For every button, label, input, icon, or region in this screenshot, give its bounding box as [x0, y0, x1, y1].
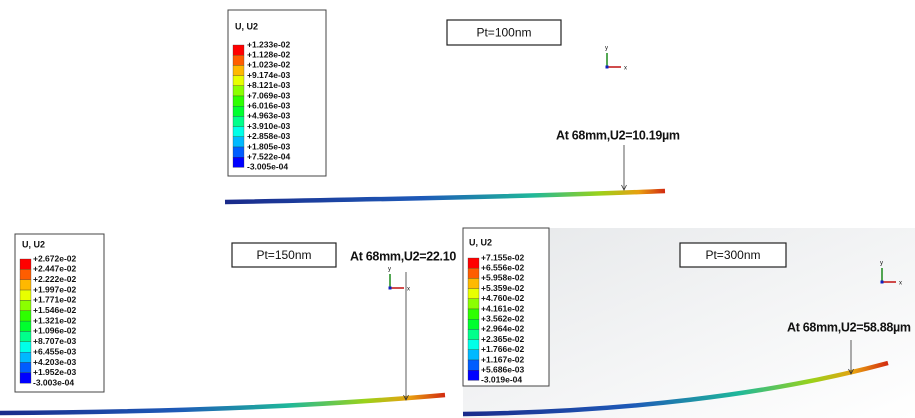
legend-value: +1.771e-02 — [33, 295, 77, 305]
legend-value: +2.858e-03 — [247, 131, 291, 141]
axis-y-label: y — [880, 261, 883, 267]
legend-color — [20, 269, 31, 279]
legend-color — [468, 329, 479, 339]
legend-color — [20, 311, 31, 321]
legend-value: +8.121e-03 — [247, 80, 291, 90]
legend-value: +7.522e-04 — [247, 151, 291, 161]
figure: U, U2 +1.233e-02+1.128e-02+1.023e-02+9.17… — [0, 0, 915, 418]
annotation: At 68mm,U2=58.88µm — [787, 320, 911, 334]
legend-value: +1.952e-03 — [33, 367, 77, 377]
legend-value: +2.964e-02 — [481, 324, 525, 334]
legend-value: +4.161e-02 — [481, 303, 525, 313]
legend-color — [20, 300, 31, 310]
legend-color — [20, 363, 31, 373]
legend-value: +5.958e-02 — [481, 273, 525, 283]
legend-color — [233, 55, 244, 65]
legend-value: +1.805e-03 — [247, 141, 291, 151]
legend-color — [233, 106, 244, 116]
legend-color — [20, 321, 31, 331]
legend-value: +8.707e-03 — [33, 336, 77, 346]
legend-value: +4.963e-03 — [247, 111, 291, 121]
axis-z — [389, 287, 392, 290]
legend-value: +1.997e-02 — [33, 284, 77, 294]
legend-color — [233, 65, 244, 75]
legend-color — [20, 331, 31, 341]
axis-z — [606, 66, 609, 69]
legend-value: -3.005e-04 — [247, 162, 288, 172]
legend-color — [233, 76, 244, 86]
legend-color — [233, 86, 244, 96]
legend-color — [468, 258, 479, 268]
axis-x-label: x — [899, 281, 902, 287]
legend-value: +1.321e-02 — [33, 315, 77, 325]
label: Pt=150nm — [256, 248, 311, 262]
axis-x-label: x — [407, 287, 410, 293]
legend-color — [468, 360, 479, 370]
legend-value: -3.019e-04 — [481, 375, 522, 385]
legend-color — [233, 147, 244, 157]
legend-color — [233, 127, 244, 137]
legend-value: +4.203e-03 — [33, 357, 77, 367]
legend-value: +2.447e-02 — [33, 264, 77, 274]
beam — [225, 191, 665, 202]
legend-color — [233, 137, 244, 147]
legend-value: +7.069e-03 — [247, 90, 291, 100]
legend-value: +4.760e-02 — [481, 293, 525, 303]
legend-color — [233, 157, 244, 167]
annotation: At 68mm,U2=22.10 — [350, 249, 456, 263]
legend-value: +6.556e-02 — [481, 262, 525, 272]
axis-y-label: y — [388, 267, 391, 273]
legend-color — [233, 116, 244, 126]
legend-value: +6.016e-03 — [247, 100, 291, 110]
legend-color — [468, 340, 479, 350]
legend-value: -3.003e-04 — [33, 377, 74, 387]
label: Pt=100nm — [476, 26, 531, 40]
legend-value: +1.167e-02 — [481, 354, 525, 364]
axis-y-label: y — [605, 46, 608, 52]
legend-value: +2.222e-02 — [33, 274, 77, 284]
legend-color — [468, 350, 479, 360]
legend-color — [20, 373, 31, 383]
axis-z — [881, 281, 884, 284]
legend-color — [20, 259, 31, 269]
legend-color — [468, 278, 479, 288]
legend-value: +7.155e-02 — [481, 252, 525, 262]
legend-value: +1.546e-02 — [33, 305, 77, 315]
annotation: At 68mm,U2=10.19µm — [556, 128, 680, 142]
legend-color — [468, 299, 479, 309]
beam — [0, 395, 445, 413]
legend-color — [468, 289, 479, 299]
legend-title: U, U2 — [22, 239, 45, 249]
panel: U, U2 +2.672e-02+2.447e-02+2.222e-02+1.99… — [0, 234, 456, 413]
legend-color — [20, 342, 31, 352]
legend-value: +2.672e-02 — [33, 253, 77, 263]
legend-title: U, U2 — [469, 237, 492, 247]
legend-value: +2.365e-02 — [481, 334, 525, 344]
legend-color — [233, 45, 244, 55]
legend-color — [468, 309, 479, 319]
legend-color — [20, 352, 31, 362]
label: Pt=300nm — [705, 248, 760, 262]
legend-title: U, U2 — [235, 21, 258, 31]
legend-color — [468, 370, 479, 380]
legend-color — [468, 319, 479, 329]
legend-value: +9.174e-03 — [247, 70, 291, 80]
legend-value: +1.233e-02 — [247, 39, 291, 49]
legend-value: +1.096e-02 — [33, 326, 77, 336]
legend-value: +1.023e-02 — [247, 60, 291, 70]
legend-value: +1.766e-02 — [481, 344, 525, 354]
legend-value: +3.910e-03 — [247, 121, 291, 131]
legend-value: +3.562e-02 — [481, 313, 525, 323]
legend-value: +6.455e-03 — [33, 346, 77, 356]
legend-value: +5.686e-03 — [481, 364, 525, 374]
legend-color — [468, 268, 479, 278]
legend-color — [20, 290, 31, 300]
legend-color — [20, 280, 31, 290]
legend-value: +1.128e-02 — [247, 49, 291, 59]
legend-value: +5.359e-02 — [481, 283, 525, 293]
panel: U, U2 +1.233e-02+1.128e-02+1.023e-02+9.17… — [225, 10, 680, 202]
axis-x-label: x — [624, 66, 627, 72]
legend-color — [233, 96, 244, 106]
